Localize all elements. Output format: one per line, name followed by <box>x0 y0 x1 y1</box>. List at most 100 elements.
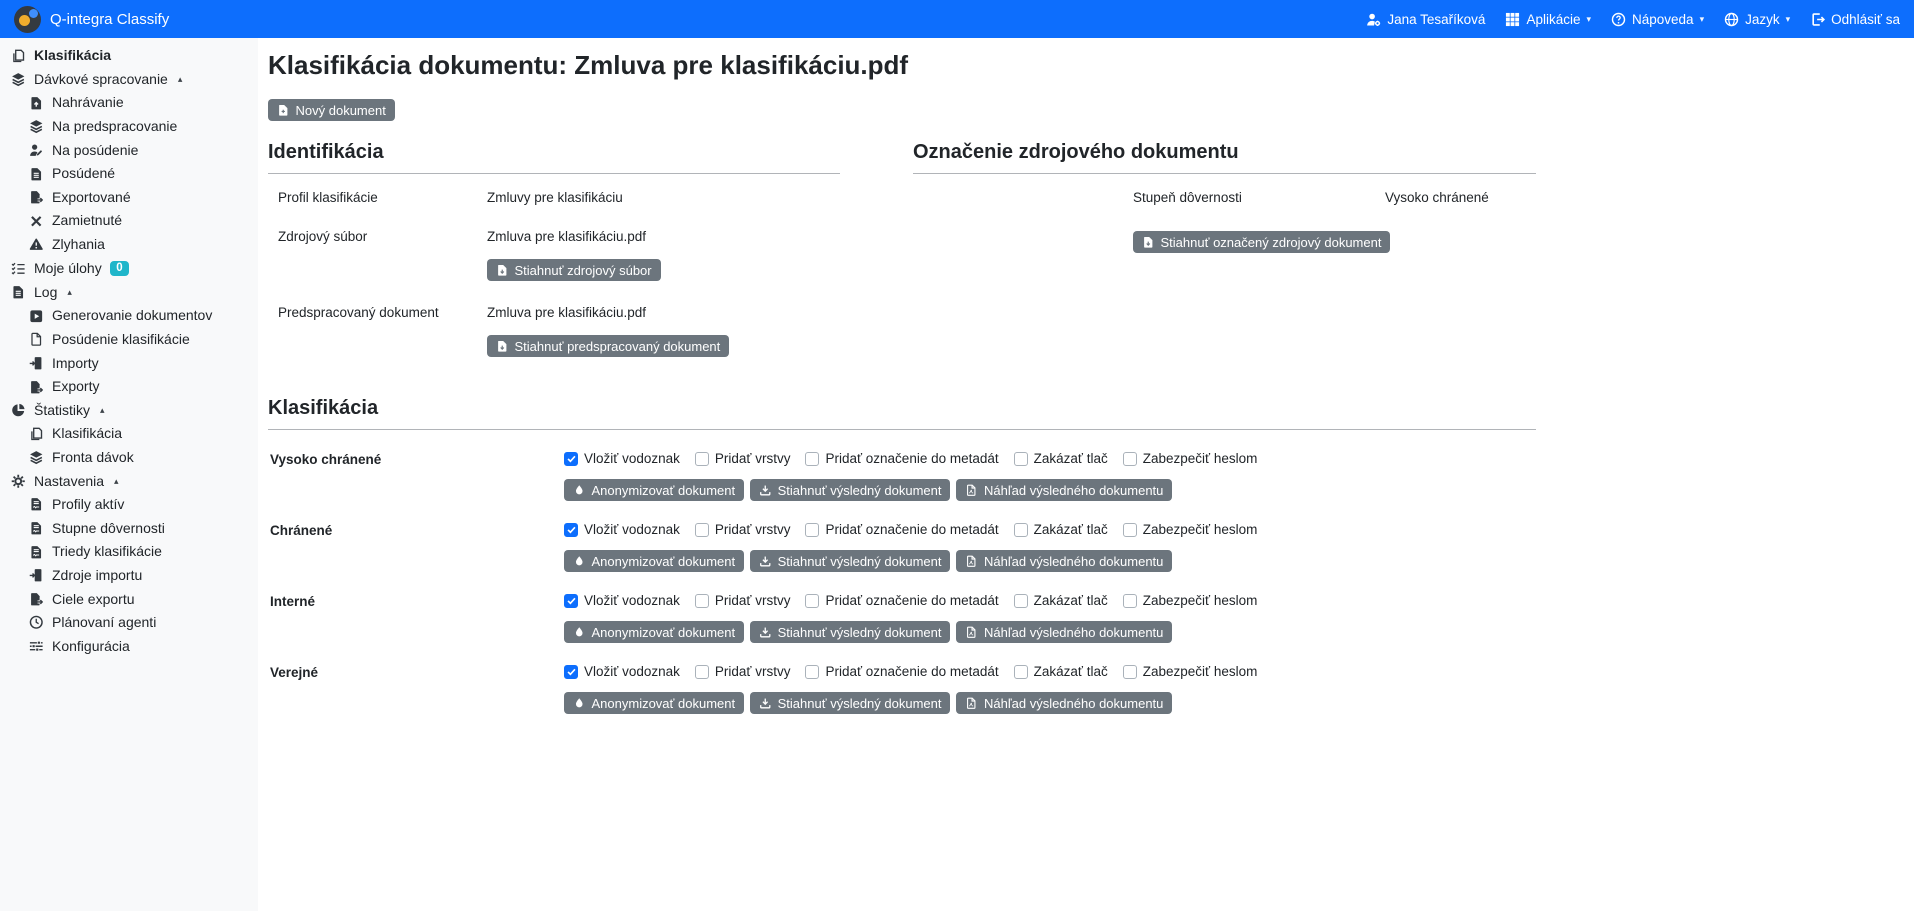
nahlad-vysledneho-dokumentu-button[interactable]: Náhľad výsledného dokumentu <box>956 550 1173 573</box>
sidebar-item-exporty[interactable]: Exporty <box>6 375 252 399</box>
checkbox-box[interactable] <box>564 451 578 466</box>
checkbox-pridat-vrstvy[interactable]: Pridať vrstvy <box>694 593 790 608</box>
checkbox-vlozit-vodoznak[interactable]: Vložiť vodoznak <box>564 451 680 466</box>
checkbox-pridat-vrstvy[interactable]: Pridať vrstvy <box>694 664 790 679</box>
checkbox-box[interactable] <box>805 451 820 466</box>
topnav-item-jana-tesarikova[interactable]: Jana Tesaříková <box>1366 12 1485 27</box>
checkbox-box[interactable] <box>1122 593 1137 608</box>
checkbox-box[interactable] <box>564 664 578 679</box>
sidebar-item-zamietnute[interactable]: Zamietnuté <box>6 209 252 233</box>
sidebar-item-label: Posúdenie klasifikácie <box>52 331 190 348</box>
sidebar-item-generovanie-dokumentov[interactable]: Generovanie dokumentov <box>6 304 252 328</box>
checkbox-box[interactable] <box>1122 451 1137 466</box>
button-line: Anonymizovať dokument Stiahnuť výsledný d… <box>564 479 1536 502</box>
stiahnut-zdrojovy-subor-button[interactable]: Stiahnuť zdrojový súbor <box>487 259 661 282</box>
nahlad-vysledneho-dokumentu-button[interactable]: Náhľad výsledného dokumentu <box>956 692 1173 715</box>
checkbox-zakazat-tlac[interactable]: Zakázať tlač <box>1013 664 1108 679</box>
stiahnut-vysledny-dokument-button[interactable]: Stiahnuť výsledný dokument <box>750 692 951 715</box>
sidebar-item-ciele-exportu[interactable]: Ciele exportu <box>6 587 252 611</box>
sidebar-item-importy[interactable]: Importy <box>6 351 252 375</box>
sidebar-item-nahravanie[interactable]: Nahrávanie <box>6 91 252 115</box>
sidebar-item-davkove-spracovanie[interactable]: Dávkové spracovanie ▴ <box>6 68 252 92</box>
anonymizovat-dokument-button[interactable]: Anonymizovať dokument <box>564 479 745 502</box>
sidebar-item-log[interactable]: Log ▴ <box>6 281 252 305</box>
checkbox-pridat-oznacenie-do-metadat[interactable]: Pridať označenie do metadát <box>805 664 999 679</box>
nahlad-vysledneho-dokumentu-button[interactable]: Náhľad výsledného dokumentu <box>956 621 1173 644</box>
checkbox-vlozit-vodoznak[interactable]: Vložiť vodoznak <box>564 664 680 679</box>
checkbox-box[interactable] <box>1013 664 1028 679</box>
identification-heading: Identifikácia <box>268 141 840 175</box>
new-document-button[interactable]: Nový dokument <box>268 99 395 121</box>
checkbox-zakazat-tlac[interactable]: Zakázať tlač <box>1013 593 1108 608</box>
checkbox-vlozit-vodoznak[interactable]: Vložiť vodoznak <box>564 522 680 537</box>
sidebar-item-planovani-agenti[interactable]: Plánovaní agenti <box>6 611 252 635</box>
checkbox-zabezpecit-heslom[interactable]: Zabezpečiť heslom <box>1122 593 1257 608</box>
sidebar-item-zdroje-importu[interactable]: Zdroje importu <box>6 564 252 588</box>
checkbox-box[interactable] <box>805 522 820 537</box>
nahlad-vysledneho-dokumentu-button[interactable]: Náhľad výsledného dokumentu <box>956 479 1173 502</box>
checkbox-box[interactable] <box>694 451 709 466</box>
checkbox-pridat-vrstvy[interactable]: Pridať vrstvy <box>694 522 790 537</box>
stiahnut-oznaceny-zdrojovy-dokument-button[interactable]: Stiahnuť označený zdrojový dokument <box>1133 231 1391 254</box>
checkbox-box[interactable] <box>694 664 709 679</box>
file-export-icon <box>28 380 44 395</box>
checkbox-box[interactable] <box>1013 522 1028 537</box>
classification-row-label: Chránené <box>270 523 333 539</box>
checkbox-zakazat-tlac[interactable]: Zakázať tlač <box>1013 522 1108 537</box>
checkbox-box[interactable] <box>805 664 820 679</box>
anonymizovat-dokument-button[interactable]: Anonymizovať dokument <box>564 692 745 715</box>
sidebar-item-na-predspracovanie[interactable]: Na predspracovanie <box>6 115 252 139</box>
checkbox-pridat-vrstvy[interactable]: Pridať vrstvy <box>694 451 790 466</box>
button-label: Náhľad výsledného dokumentu <box>983 482 1164 498</box>
topnav-item-odhlasit-sa[interactable]: Odhlásiť sa <box>1810 12 1900 27</box>
file-pdf-icon <box>965 555 978 568</box>
checkbox-zakazat-tlac[interactable]: Zakázať tlač <box>1013 451 1108 466</box>
checkbox-box[interactable] <box>564 593 578 608</box>
checkbox-zabezpecit-heslom[interactable]: Zabezpečiť heslom <box>1122 522 1257 537</box>
sidebar-item-statistiky[interactable]: Štatistiky ▴ <box>6 399 252 423</box>
sidebar-item-konfiguracia[interactable]: Konfigurácia <box>6 634 252 658</box>
file-download-icon <box>496 264 509 277</box>
stiahnut-vysledny-dokument-button[interactable]: Stiahnuť výsledný dokument <box>750 479 951 502</box>
sidebar-item-posudenie-klasifikacie[interactable]: Posúdenie klasifikácie <box>6 328 252 352</box>
topnav-item-label: Nápoveda <box>1632 11 1694 27</box>
checkbox-pridat-oznacenie-do-metadat[interactable]: Pridať označenie do metadát <box>805 522 999 537</box>
layers-icon <box>28 119 44 134</box>
checkbox-box[interactable] <box>694 522 709 537</box>
sidebar-item-fronta-davok[interactable]: Fronta dávok <box>6 446 252 470</box>
checkbox-pridat-oznacenie-do-metadat[interactable]: Pridať označenie do metadát <box>805 593 999 608</box>
anonymizovat-dokument-button[interactable]: Anonymizovať dokument <box>564 550 745 573</box>
stiahnut-predspracovany-dokument-button[interactable]: Stiahnuť predspracovaný dokument <box>487 335 730 358</box>
checkbox-box[interactable] <box>1013 451 1028 466</box>
sidebar-item-klasifikacia[interactable]: Klasifikácia <box>6 44 252 68</box>
anonymizovat-dokument-button[interactable]: Anonymizovať dokument <box>564 621 745 644</box>
topnav-item-jazyk[interactable]: Jazyk ▾ <box>1724 12 1790 27</box>
checkbox-pridat-oznacenie-do-metadat[interactable]: Pridať označenie do metadát <box>805 451 999 466</box>
checkbox-zabezpecit-heslom[interactable]: Zabezpečiť heslom <box>1122 664 1257 679</box>
sidebar-item-triedy-klasifikacie[interactable]: Triedy klasifikácie <box>6 540 252 564</box>
sidebar-item-moje-ulohy[interactable]: Moje úlohy 0 <box>6 256 252 280</box>
sidebar-item-klasifikacia-2[interactable]: Klasifikácia <box>6 422 252 446</box>
sidebar-item-exportovane[interactable]: Exportované <box>6 186 252 210</box>
grid-icon <box>1505 12 1520 27</box>
sidebar-item-profily-aktiv[interactable]: Profily aktív <box>6 493 252 517</box>
brand[interactable]: Q-integra Classify <box>14 5 169 33</box>
button-label: Stiahnuť predspracovaný dokument <box>514 338 721 354</box>
checkbox-vlozit-vodoznak[interactable]: Vložiť vodoznak <box>564 593 680 608</box>
sidebar-item-nastavenia[interactable]: Nastavenia ▴ <box>6 469 252 493</box>
sidebar-item-posudene[interactable]: Posúdené <box>6 162 252 186</box>
topnav-item-napoveda[interactable]: Nápoveda ▾ <box>1611 12 1704 27</box>
stiahnut-vysledny-dokument-button[interactable]: Stiahnuť výsledný dokument <box>750 621 951 644</box>
stiahnut-vysledny-dokument-button[interactable]: Stiahnuť výsledný dokument <box>750 550 951 573</box>
checkbox-box[interactable] <box>805 593 820 608</box>
checkbox-box[interactable] <box>1122 522 1137 537</box>
checkbox-box[interactable] <box>1013 593 1028 608</box>
checkbox-box[interactable] <box>564 522 578 537</box>
sidebar-item-na-posudenie[interactable]: Na posúdenie <box>6 138 252 162</box>
checkbox-zabezpecit-heslom[interactable]: Zabezpečiť heslom <box>1122 451 1257 466</box>
checkbox-box[interactable] <box>694 593 709 608</box>
sidebar-item-stupne-dovernosti[interactable]: Stupne dôvernosti <box>6 517 252 541</box>
checkbox-box[interactable] <box>1122 664 1137 679</box>
sidebar-item-zlyhania[interactable]: Zlyhania <box>6 233 252 257</box>
topnav-item-aplikacie[interactable]: Aplikácie ▾ <box>1505 12 1591 27</box>
